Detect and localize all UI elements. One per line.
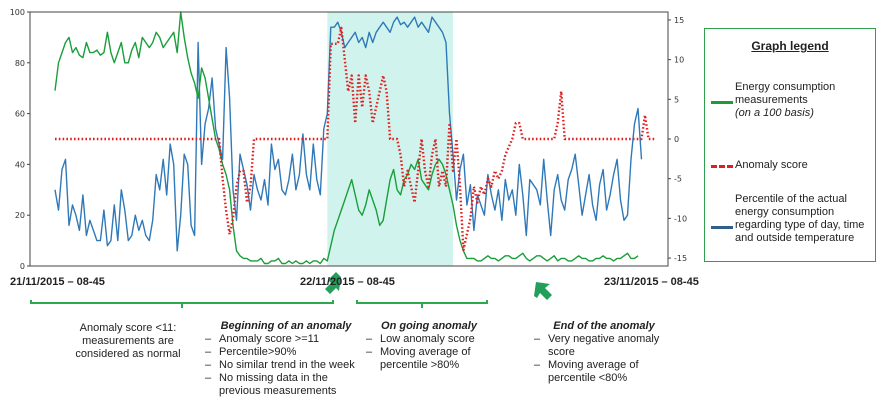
legend-label-energy-main: Energy consumption measurements bbox=[735, 81, 836, 106]
highlight-region bbox=[327, 12, 453, 266]
annotation-ongoing-bullet: Low anomaly score bbox=[366, 333, 492, 346]
annotation-ongoing-bullet: Moving average of percentile >80% bbox=[366, 346, 492, 372]
annotation-beginning-bullet: Anomaly score >=11 bbox=[205, 333, 367, 346]
annotation-beginning-title: Beginning of an anomaly bbox=[220, 320, 352, 332]
arrow-layer bbox=[325, 272, 552, 300]
legend: Graph legend Energy consumption measurem… bbox=[704, 28, 876, 262]
legend-label-percentile: Percentile of the actual energy consumpt… bbox=[735, 193, 865, 244]
bracket-ongoing-tip bbox=[421, 303, 423, 308]
y-left-tick-label: 0 bbox=[20, 262, 25, 271]
series-line-energy bbox=[54, 11, 639, 265]
up-arrow-end-icon bbox=[534, 282, 552, 300]
up-arrow-beginning-icon bbox=[325, 272, 341, 294]
legend-label-energy: Energy consumption measurements (on a 10… bbox=[735, 81, 860, 120]
y-right-tick-label: 15 bbox=[674, 16, 684, 25]
y-right-tick-label: 0 bbox=[674, 135, 679, 144]
legend-swatch-energy bbox=[711, 101, 733, 104]
y-left-tick-label: 60 bbox=[15, 110, 25, 119]
annotation-beginning-bullet: No similar trend in the week bbox=[205, 359, 367, 372]
legend-label-energy-sub: (on a 100 basis) bbox=[735, 107, 814, 119]
legend-label-anomaly: Anomaly score bbox=[735, 159, 808, 171]
annotation-end-bullet: Moving average of percentile <80% bbox=[534, 359, 674, 385]
y-right-tick-label: -15 bbox=[674, 254, 687, 263]
y-left-tick-label: 20 bbox=[15, 211, 25, 220]
y-left-tick-label: 40 bbox=[15, 160, 25, 169]
legend-swatch-anomaly bbox=[711, 165, 733, 168]
annotation-end-bullet: Very negative anomaly score bbox=[534, 333, 674, 359]
annotation-normal-text: Anomaly score <11: measurements are cons… bbox=[75, 322, 181, 360]
annotation-end: End of the anomaly Very negative anomaly… bbox=[534, 320, 674, 385]
annotation-beginning: Beginning of an anomaly Anomaly score >=… bbox=[205, 320, 367, 398]
y-right-tick-label: -5 bbox=[674, 175, 682, 184]
annotation-beginning-bullet: Percentile>90% bbox=[205, 346, 367, 359]
chart: 0 20 40 60 80 100 -15 -10 -5 0 5 10 15 bbox=[10, 8, 687, 300]
bracket-normal-tip bbox=[181, 303, 183, 308]
annotation-ongoing: On going anomaly Low anomaly score Movin… bbox=[366, 320, 492, 372]
legend-title: Graph legend bbox=[751, 39, 829, 53]
y-left-tick-label: 100 bbox=[10, 8, 25, 17]
y-right-tick-label: -10 bbox=[674, 214, 687, 223]
series-layer bbox=[54, 11, 656, 265]
annotation-beginning-bullet: No missing data in the previous measurem… bbox=[205, 372, 367, 398]
x-tick-label-1: 21/11/2015 – 08-45 bbox=[10, 276, 105, 288]
x-tick-label-3: 23/11/2015 – 08-45 bbox=[604, 276, 699, 288]
annotation-ongoing-title: On going anomaly bbox=[381, 320, 477, 332]
x-tick-label-2: 22/11/2015 – 08-45 bbox=[300, 276, 395, 288]
legend-swatch-percentile bbox=[711, 226, 733, 229]
y-left-tick-label: 80 bbox=[15, 59, 25, 68]
y-right-tick-label: 10 bbox=[674, 56, 684, 65]
y-right-tick-label: 5 bbox=[674, 95, 679, 104]
series-line-anomaly bbox=[55, 26, 656, 252]
axis-layer: 0 20 40 60 80 100 -15 -10 -5 0 5 10 15 bbox=[10, 8, 687, 271]
annotation-normal: Anomaly score <11: measurements are cons… bbox=[62, 322, 194, 361]
series-line-percentile bbox=[54, 16, 643, 252]
annotation-end-title: End of the anomaly bbox=[553, 320, 655, 332]
